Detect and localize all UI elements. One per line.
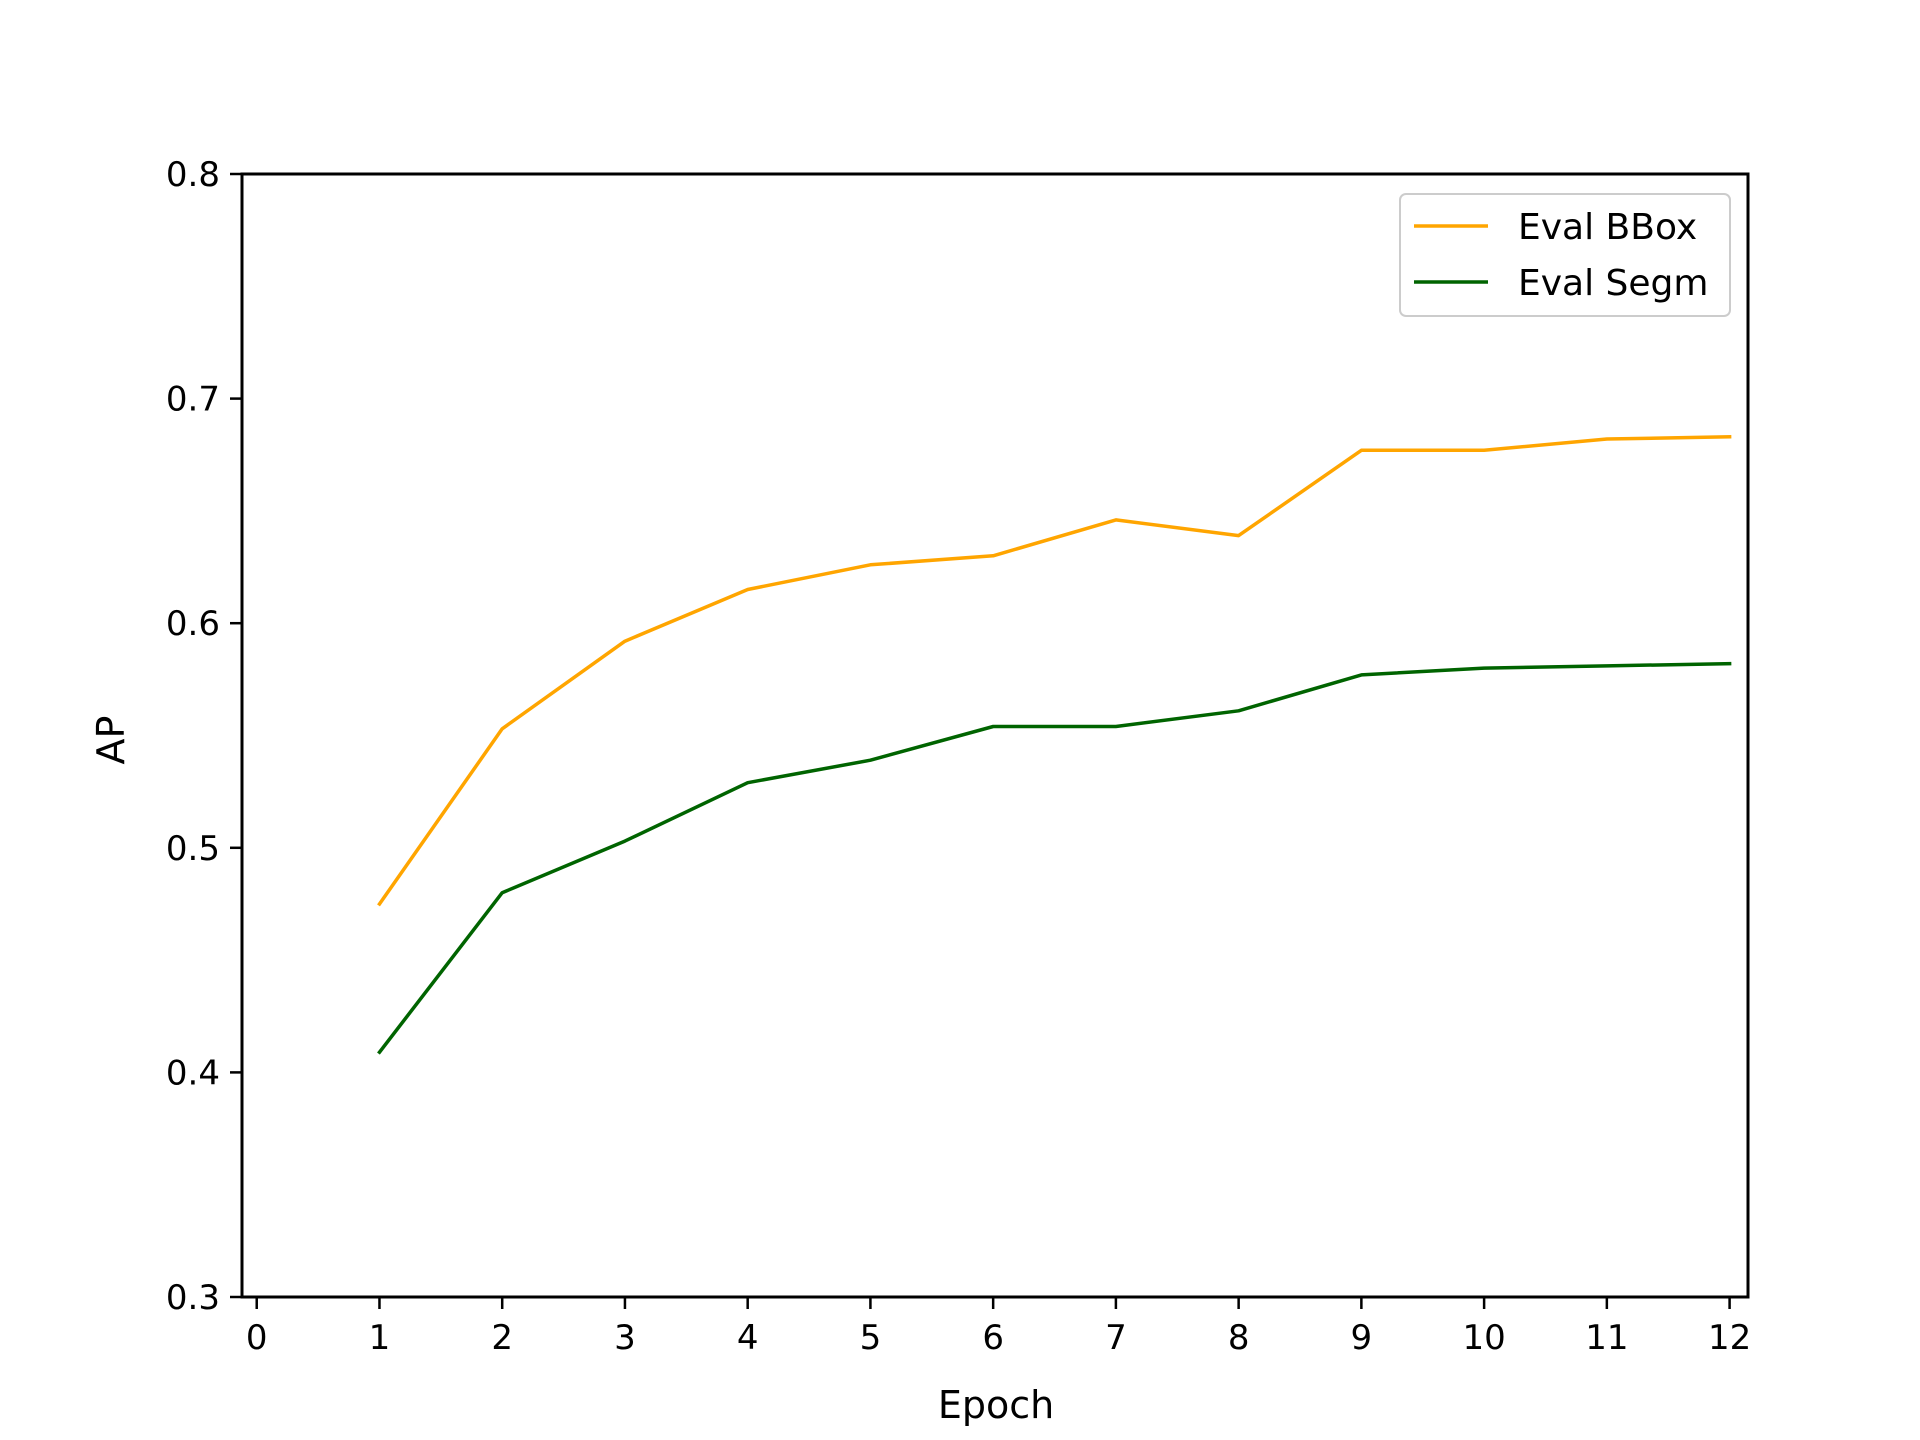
y-tick-label: 0.6 bbox=[166, 604, 220, 644]
series-line-eval-bbox bbox=[377, 435, 1732, 907]
x-tick-label: 10 bbox=[1462, 1318, 1505, 1358]
x-tick-label: 9 bbox=[1351, 1318, 1373, 1358]
x-tick-label: 2 bbox=[491, 1318, 513, 1358]
y-tick-label: 0.3 bbox=[166, 1278, 220, 1318]
legend-label: Eval BBox bbox=[1518, 207, 1697, 248]
x-tick-label: 4 bbox=[737, 1318, 759, 1358]
x-tick-label: 12 bbox=[1708, 1318, 1751, 1358]
x-tick-label: 7 bbox=[1105, 1318, 1127, 1358]
legend: Eval BBox Eval Segm bbox=[1399, 193, 1731, 317]
x-tick-label: 3 bbox=[614, 1318, 636, 1358]
x-tick-label: 0 bbox=[246, 1318, 268, 1358]
x-axis-label: Epoch bbox=[938, 1383, 1054, 1427]
x-tick-label: 1 bbox=[369, 1318, 391, 1358]
x-tick-label: 8 bbox=[1228, 1318, 1250, 1358]
y-axis: 0.3 0.4 0.5 0.6 0.7 0.8 bbox=[166, 155, 242, 1318]
x-tick-label: 5 bbox=[860, 1318, 882, 1358]
series-line-eval-segm bbox=[377, 661, 1732, 1055]
y-tick-label: 0.4 bbox=[166, 1053, 220, 1093]
y-tick-label: 0.8 bbox=[166, 155, 220, 195]
x-tick-label: 6 bbox=[982, 1318, 1004, 1358]
series-layer bbox=[377, 435, 1732, 1055]
legend-label: Eval Segm bbox=[1518, 263, 1708, 304]
y-axis-label: AP bbox=[89, 716, 133, 765]
y-tick-label: 0.5 bbox=[166, 829, 220, 869]
x-tick-label: 11 bbox=[1585, 1318, 1628, 1358]
plot-frame bbox=[240, 172, 1750, 1299]
x-axis: 0 1 2 3 4 5 6 7 8 9 10 11 12 bbox=[246, 1297, 1751, 1358]
plot-border bbox=[240, 172, 1750, 1299]
y-tick-label: 0.7 bbox=[166, 380, 220, 420]
